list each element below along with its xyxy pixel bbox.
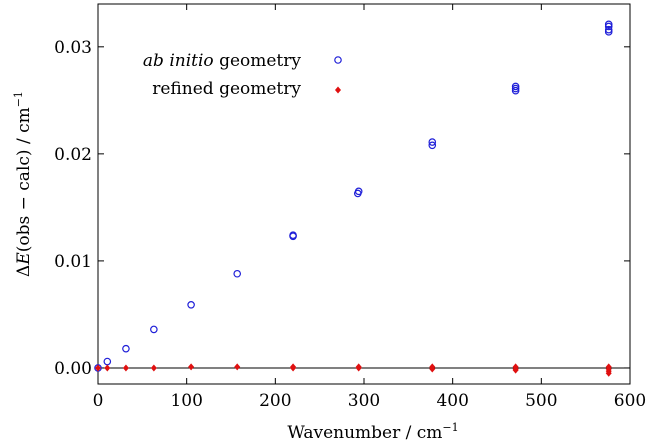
x-tick-label: 600: [614, 391, 646, 411]
data-point-ab-initio: [511, 84, 520, 93]
data-point-refined: [429, 365, 436, 373]
y-tick-label: 0.03: [54, 38, 92, 58]
data-point-refined: [355, 364, 362, 372]
data-point-ab-initio: [604, 20, 613, 29]
data-point-ab-initio: [428, 141, 437, 150]
x-tick-label: 100: [170, 391, 202, 411]
data-point-refined: [95, 364, 101, 372]
axis-ticks: 0 100 200 300 400 500 600 0.00 0.01 0.02 0.03: [54, 4, 646, 411]
data-point-ab-initio: [150, 325, 158, 334]
data-point-ab-initio: [289, 231, 297, 240]
data-point-ab-initio: [604, 22, 613, 31]
y-axis-title: ΔE(obs − calc) / cm−1: [12, 91, 34, 277]
data-points: [94, 20, 613, 377]
y-tick-label: 0.00: [54, 359, 92, 379]
x-tick-label: 200: [259, 391, 291, 411]
data-point-refined: [122, 364, 129, 372]
data-point-ab-initio: [233, 269, 242, 278]
data-point-ab-initio: [428, 138, 437, 146]
data-point-refined: [234, 363, 241, 371]
legend-marker-refined: [335, 86, 341, 94]
x-axis-title: Wavenumber / cm−1: [287, 421, 458, 443]
data-point-ab-initio: [187, 300, 195, 309]
data-point-refined: [512, 366, 519, 374]
legend-label-refined: refined geometry: [152, 79, 301, 99]
data-point-ab-initio: [511, 82, 520, 91]
data-point-refined: [290, 364, 297, 372]
data-point-ab-initio: [604, 28, 613, 36]
x-tick-label: 500: [525, 391, 557, 411]
data-point-refined: [188, 363, 195, 371]
data-point-refined: [104, 364, 111, 372]
x-tick-label: 400: [436, 391, 468, 411]
data-point-ab-initio: [122, 344, 130, 353]
legend: ab initio geometry refined geometry: [143, 51, 342, 99]
legend-marker-ab-initio: [334, 56, 342, 64]
x-tick-label: 0: [93, 391, 104, 411]
data-point-ab-initio: [511, 86, 520, 95]
data-point-refined: [605, 369, 612, 377]
y-tick-label: 0.02: [54, 145, 92, 165]
y-tick-label: 0.01: [54, 252, 92, 272]
data-point-refined: [150, 364, 157, 372]
data-point-ab-initio: [354, 187, 363, 196]
legend-label-ab-initio: ab initio geometry: [143, 51, 301, 71]
data-point-ab-initio: [604, 25, 613, 34]
x-tick-label: 300: [348, 391, 380, 411]
data-point-ab-initio: [103, 357, 112, 366]
